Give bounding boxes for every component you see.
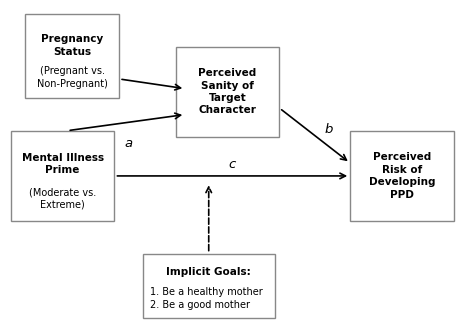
FancyBboxPatch shape: [25, 14, 119, 98]
Text: (Pregnant vs.
Non-Pregnant): (Pregnant vs. Non-Pregnant): [36, 66, 108, 89]
Text: a: a: [125, 137, 133, 150]
Text: Mental Illness
Prime: Mental Illness Prime: [22, 153, 104, 175]
Text: Implicit Goals:: Implicit Goals:: [166, 267, 251, 276]
FancyBboxPatch shape: [350, 131, 454, 221]
FancyBboxPatch shape: [176, 47, 279, 137]
FancyBboxPatch shape: [11, 131, 115, 221]
FancyBboxPatch shape: [143, 254, 275, 318]
Text: b: b: [325, 123, 333, 136]
Text: Perceived
Risk of
Developing
PPD: Perceived Risk of Developing PPD: [369, 152, 435, 200]
Text: Perceived
Sanity of
Target
Character: Perceived Sanity of Target Character: [199, 68, 257, 115]
Text: (Moderate vs.
Extreme): (Moderate vs. Extreme): [29, 187, 96, 210]
Text: c: c: [228, 158, 236, 171]
Text: 1. Be a healthy mother
2. Be a good mother: 1. Be a healthy mother 2. Be a good moth…: [150, 287, 263, 310]
Text: Pregnancy
Status: Pregnancy Status: [41, 34, 103, 57]
